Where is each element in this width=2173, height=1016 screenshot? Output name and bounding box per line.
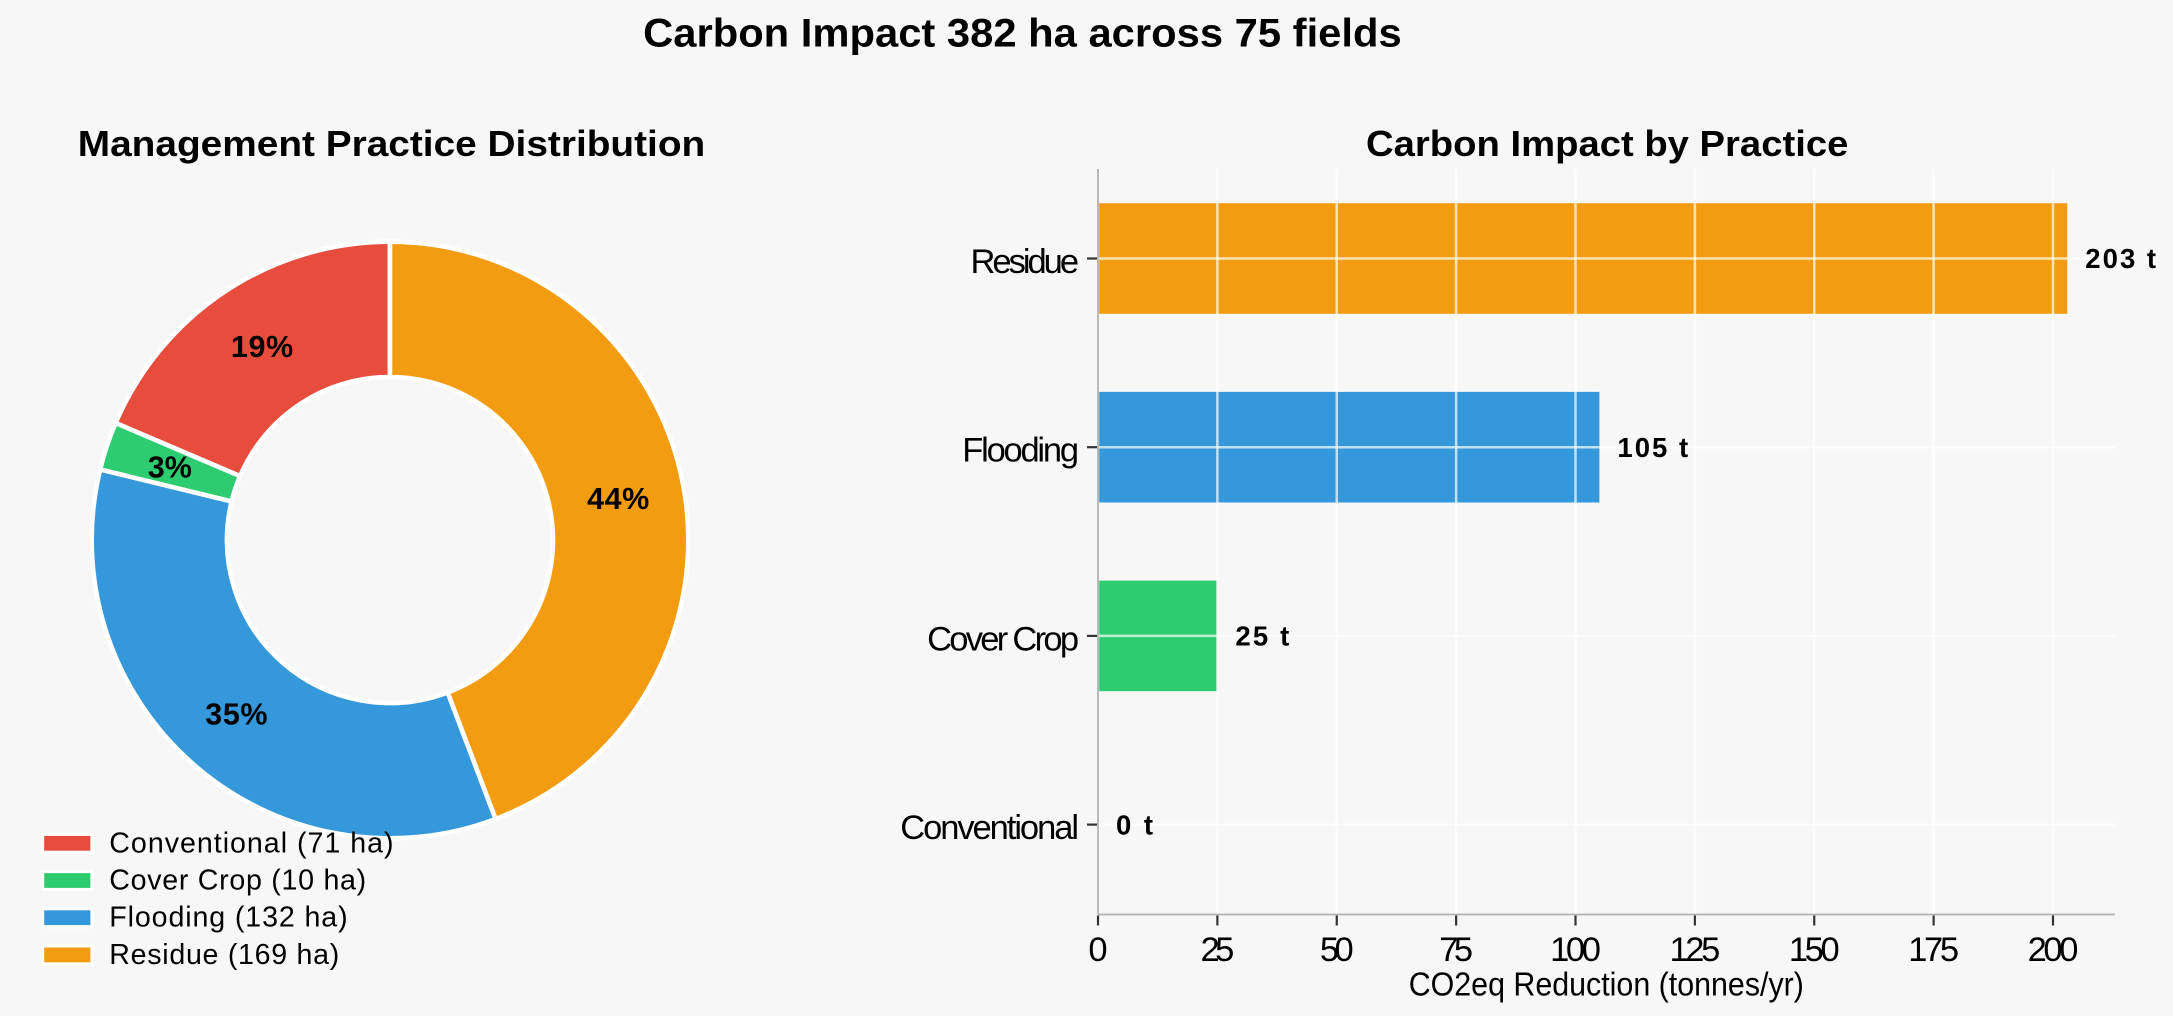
svg-text:Conventional: Conventional [900, 809, 1079, 847]
svg-text:Management Practice Distributi: Management Practice Distribution [78, 123, 706, 164]
svg-text:75: 75 [1439, 931, 1473, 969]
svg-text:Carbon Impact by Practice: Carbon Impact by Practice [1366, 123, 1848, 164]
svg-text:CO2eq Reduction (tonnes/yr): CO2eq Reduction (tonnes/yr) [1409, 965, 1804, 1003]
svg-text:3%: 3% [148, 451, 192, 485]
svg-text:125: 125 [1669, 931, 1720, 969]
svg-text:100: 100 [1550, 931, 1601, 969]
svg-text:50: 50 [1320, 931, 1354, 969]
svg-text:200: 200 [2028, 931, 2079, 969]
svg-text:Cover Crop: Cover Crop [927, 620, 1079, 658]
svg-text:Flooding (132 ha): Flooding (132 ha) [109, 902, 347, 934]
svg-text:Residue: Residue [971, 243, 1080, 281]
svg-text:105 t: 105 t [1617, 432, 1688, 463]
svg-text:25: 25 [1200, 931, 1234, 969]
svg-text:0: 0 [1088, 931, 1107, 969]
svg-text:19%: 19% [231, 330, 293, 364]
svg-text:44%: 44% [587, 482, 649, 516]
svg-text:Carbon Impact 382 ha across 75: Carbon Impact 382 ha across 75 fields [643, 12, 1402, 56]
svg-text:Conventional (71 ha): Conventional (71 ha) [109, 827, 393, 859]
svg-text:Residue (169 ha): Residue (169 ha) [109, 939, 339, 971]
svg-text:150: 150 [1789, 931, 1840, 969]
svg-text:0 t: 0 t [1116, 809, 1153, 840]
svg-text:35%: 35% [205, 698, 267, 732]
svg-text:Cover Crop (10 ha): Cover Crop (10 ha) [109, 865, 366, 897]
svg-text:203 t: 203 t [2085, 243, 2156, 274]
svg-text:Flooding: Flooding [962, 432, 1079, 470]
svg-text:175: 175 [1908, 931, 1959, 969]
svg-text:25 t: 25 t [1235, 621, 1289, 652]
